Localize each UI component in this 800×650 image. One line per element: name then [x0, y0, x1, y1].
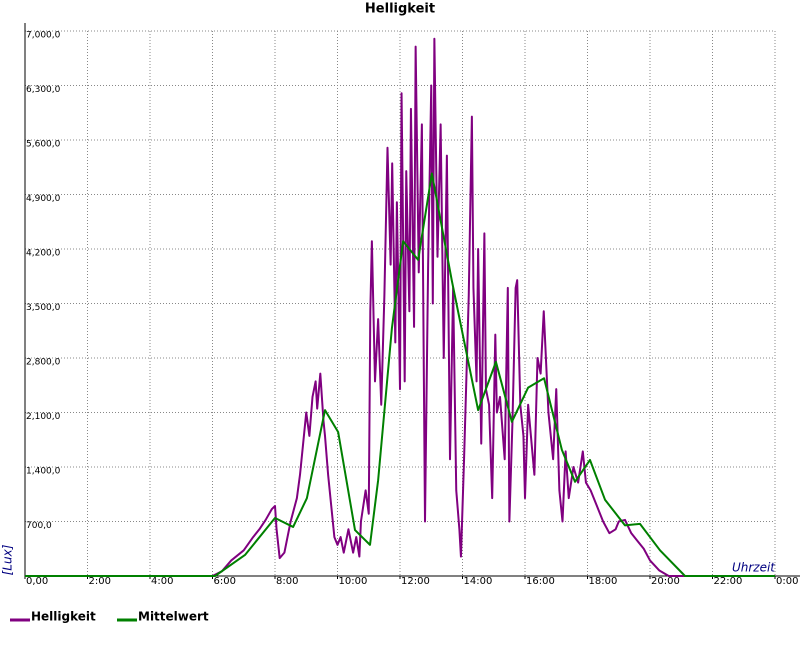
x-tick-label: 20:00: [651, 576, 680, 587]
x-tick-label: 18:00: [589, 576, 618, 587]
x-tick-label: 0:00: [776, 576, 798, 587]
x-tick-label: 12:00: [401, 576, 430, 587]
legend-label: Mittelwert: [138, 610, 209, 624]
y-tick-label: 3,500,0: [26, 303, 61, 313]
y-tick-label: 4,200,0: [26, 249, 61, 259]
x-tick-label: 6:00: [214, 576, 236, 587]
legend-label: Helligkeit: [31, 610, 96, 624]
x-tick-label: 14:00: [464, 576, 493, 587]
chart-title: Helligkeit: [365, 2, 435, 17]
y-axis-label: [Lux]: [1, 544, 15, 575]
y-tick-label: 7,000,0: [26, 31, 61, 41]
y-tick-label: 2,100,0: [26, 412, 61, 422]
y-tick-label: 4,900,0: [26, 194, 61, 204]
x-axis-label: Uhrzeit: [732, 561, 776, 575]
x-tick-label: 4:00: [151, 576, 173, 587]
x-tick-label: 10:00: [339, 576, 368, 587]
x-tick-label: 2:00: [89, 576, 111, 587]
line-series: [25, 37, 775, 577]
y-tick-label: 700,0: [26, 521, 52, 531]
line-series: [25, 172, 775, 577]
x-tick-label: 22:00: [714, 576, 743, 587]
y-tick-label: 2,800,0: [26, 358, 61, 368]
y-tick-label: 1,400,0: [26, 467, 61, 477]
x-tick-label: 8:00: [276, 576, 298, 587]
y-tick-label: 5,600,0: [26, 140, 61, 150]
y-tick-label: 6,300,0: [26, 85, 61, 95]
x-tick-label: 0,00: [26, 576, 48, 587]
x-tick-label: 16:00: [526, 576, 555, 587]
